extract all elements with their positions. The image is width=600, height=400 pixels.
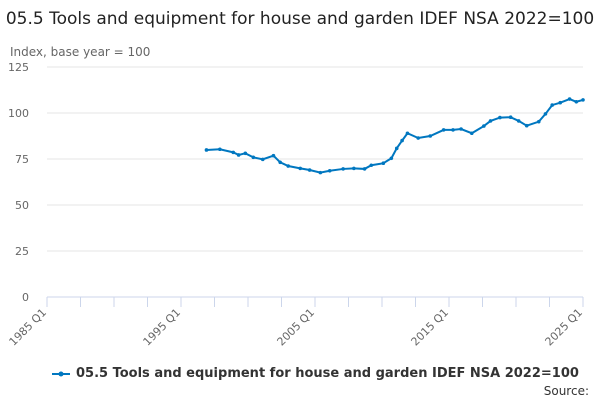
y-tick-label: 0 [22,291,29,304]
x-tick-label: 1995 Q1 [141,306,184,349]
data-point [341,167,345,171]
legend-item[interactable]: 05.5 Tools and equipment for house and g… [52,366,579,381]
data-point [381,161,386,166]
x-tick-label: 2025 Q1 [543,306,586,349]
data-point [278,160,282,165]
data-point [536,119,541,124]
series-line [206,97,584,174]
data-point [581,98,585,102]
data-point [327,168,332,173]
source-label: Source: [543,384,589,398]
data-point [352,166,356,171]
data-point [298,166,303,171]
data-point [558,100,563,105]
data-point [286,164,291,168]
data-point [218,147,222,152]
y-tick-label: 25 [15,245,29,258]
data-point [469,131,474,136]
data-point [524,123,529,128]
data-point [362,167,367,171]
legend-marker-icon [52,371,70,376]
data-point [389,156,394,161]
data-point [271,153,276,158]
data-point [441,128,446,132]
data-point [204,148,209,152]
data-point [369,163,374,168]
data-point [260,157,265,162]
data-point [488,119,493,123]
legend-label: 05.5 Tools and equipment for house and g… [76,366,579,381]
data-point [405,131,410,136]
y-axis-label: Index, base year = 100 [10,45,151,59]
data-point [498,115,502,120]
data-point [574,99,579,104]
data-point [459,127,463,131]
x-tick-label: 2005 Q1 [275,306,318,349]
data-point [508,115,513,120]
data-point [451,128,455,132]
data-point [400,138,404,143]
x-tick-label: 1985 Q1 [7,306,50,349]
data-point [543,112,548,116]
data-point [394,146,399,151]
data-point [318,170,323,175]
x-tick-label: 2015 Q1 [409,306,452,349]
data-point [428,134,433,138]
data-point [236,153,241,157]
data-point [416,136,420,140]
y-tick-label: 125 [8,61,29,74]
data-point [251,155,256,160]
data-point [231,150,236,155]
data-point [567,97,572,101]
y-tick-label: 50 [15,199,29,212]
data-point [307,168,312,172]
y-tick-label: 100 [8,107,29,120]
chart-title: 05.5 Tools and equipment for house and g… [5,9,595,29]
data-point [482,124,486,128]
data-point [550,103,554,107]
data-point [516,119,521,123]
data-point [243,151,248,156]
y-tick-label: 75 [15,153,29,166]
